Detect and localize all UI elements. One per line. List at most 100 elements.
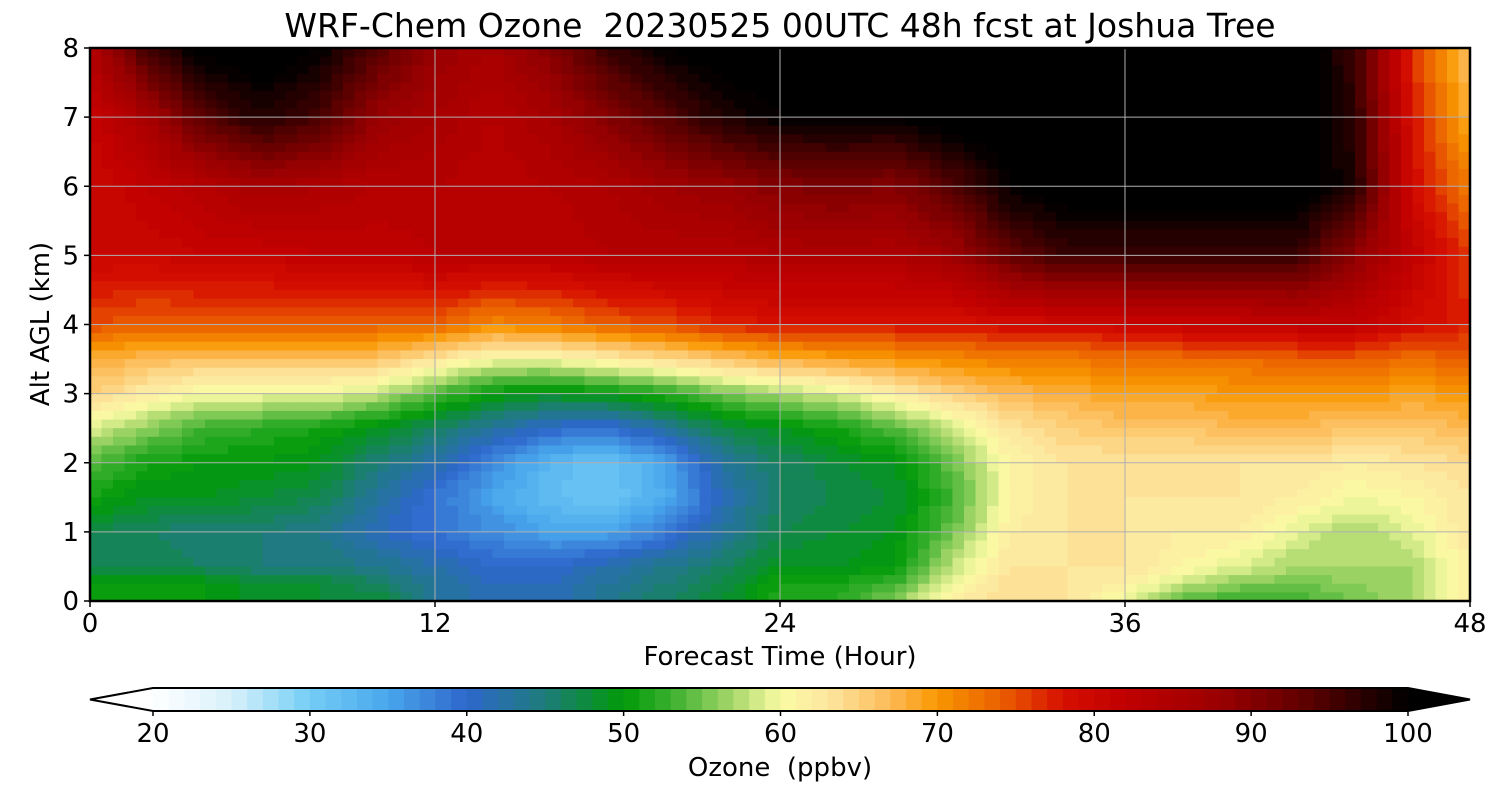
heatmap-cell xyxy=(1090,272,1103,282)
heatmap-cell xyxy=(803,143,816,153)
heatmap-cell xyxy=(228,134,241,144)
heatmap-cell xyxy=(124,307,137,317)
heatmap-cell xyxy=(1079,359,1092,369)
heatmap-cell xyxy=(1355,238,1368,248)
heatmap-cell xyxy=(837,160,850,170)
heatmap-cell xyxy=(653,151,666,161)
heatmap-cell xyxy=(147,177,160,187)
heatmap-cell xyxy=(469,246,482,256)
heatmap-cell xyxy=(159,65,172,75)
heatmap-cell xyxy=(1447,367,1460,377)
heatmap-cell xyxy=(780,91,793,101)
heatmap-cell xyxy=(354,341,367,352)
heatmap-cell xyxy=(975,272,988,282)
heatmap-cell xyxy=(400,272,413,282)
heatmap-cell xyxy=(1274,91,1287,101)
heatmap-cell xyxy=(1021,367,1034,377)
heatmap-cell xyxy=(274,168,287,179)
heatmap-cell xyxy=(285,56,298,66)
heatmap-cell xyxy=(423,367,436,377)
heatmap-cell xyxy=(90,212,103,222)
heatmap-cell xyxy=(285,134,298,144)
heatmap-cell xyxy=(1366,186,1379,196)
heatmap-cell xyxy=(918,324,931,334)
heatmap-cell xyxy=(492,168,505,179)
heatmap-cell xyxy=(423,82,436,92)
heatmap-cell xyxy=(216,220,229,231)
heatmap-cell xyxy=(1458,125,1470,136)
heatmap-cell xyxy=(1113,65,1126,75)
heatmap-cell xyxy=(1056,220,1069,231)
heatmap-cell xyxy=(596,315,609,326)
heatmap-cell xyxy=(331,108,344,118)
heatmap-cell xyxy=(1378,91,1391,101)
heatmap-cell xyxy=(1136,307,1149,317)
heatmap-cell xyxy=(274,341,287,352)
heatmap-cell xyxy=(883,402,896,412)
heatmap-cell xyxy=(1263,281,1276,291)
heatmap-cell xyxy=(1435,324,1448,334)
heatmap-cell xyxy=(826,73,839,84)
heatmap-cell xyxy=(1424,91,1437,101)
heatmap-cell xyxy=(849,246,862,256)
heatmap-cell xyxy=(504,384,517,395)
heatmap-cell xyxy=(998,255,1011,265)
heatmap-cell xyxy=(1033,194,1046,205)
heatmap-cell xyxy=(883,220,896,231)
heatmap-cell xyxy=(159,99,172,110)
heatmap-cell xyxy=(297,307,310,317)
heatmap-cell xyxy=(1090,203,1103,213)
heatmap-cell xyxy=(216,48,229,58)
heatmap-cell xyxy=(1125,117,1138,127)
heatmap-cell xyxy=(803,48,816,58)
heatmap-cell xyxy=(780,134,793,144)
heatmap-cell xyxy=(205,393,218,403)
heatmap-cell xyxy=(113,333,126,343)
heatmap-cell xyxy=(136,255,149,265)
heatmap-cell xyxy=(699,315,712,326)
heatmap-cell xyxy=(573,359,586,369)
heatmap-cell xyxy=(1182,289,1195,300)
heatmap-cell xyxy=(1320,134,1333,144)
heatmap-cell xyxy=(952,177,965,187)
heatmap-cell xyxy=(1355,48,1368,58)
heatmap-cell xyxy=(1079,376,1092,386)
heatmap-cell xyxy=(251,56,264,66)
heatmap-cell xyxy=(1251,168,1264,179)
heatmap-cell xyxy=(504,125,517,136)
heatmap-cell xyxy=(538,402,551,412)
heatmap-cell xyxy=(906,48,919,58)
heatmap-cell xyxy=(170,307,183,317)
heatmap-cell xyxy=(883,168,896,179)
heatmap-cell xyxy=(1228,272,1241,282)
heatmap-cell xyxy=(1240,117,1253,127)
heatmap-cell xyxy=(837,220,850,231)
heatmap-cell xyxy=(538,307,551,317)
heatmap-cell xyxy=(205,194,218,205)
heatmap-cell xyxy=(780,281,793,291)
heatmap-cell xyxy=(872,143,885,153)
heatmap-cell xyxy=(239,65,252,75)
heatmap-cell xyxy=(745,264,758,274)
heatmap-cell xyxy=(837,125,850,136)
heatmap-cell xyxy=(734,281,747,291)
heatmap-cell xyxy=(285,194,298,205)
heatmap-cell xyxy=(205,289,218,300)
heatmap-cell xyxy=(803,220,816,231)
heatmap-cell xyxy=(1435,160,1448,170)
heatmap-cell xyxy=(1102,212,1115,222)
heatmap-cell xyxy=(596,281,609,291)
heatmap-cell xyxy=(389,194,402,205)
heatmap-cell xyxy=(642,56,655,66)
heatmap-cell xyxy=(1401,48,1414,58)
heatmap-cell xyxy=(619,272,632,282)
heatmap-cell xyxy=(1171,333,1184,343)
heatmap-cell xyxy=(1205,134,1218,144)
heatmap-cell xyxy=(320,151,333,161)
heatmap-cell xyxy=(101,143,114,153)
heatmap-cell xyxy=(1447,177,1460,187)
heatmap-cell xyxy=(1044,324,1057,334)
heatmap-cell xyxy=(1205,151,1218,161)
heatmap-cell xyxy=(711,48,724,58)
heatmap-cell xyxy=(895,194,908,205)
